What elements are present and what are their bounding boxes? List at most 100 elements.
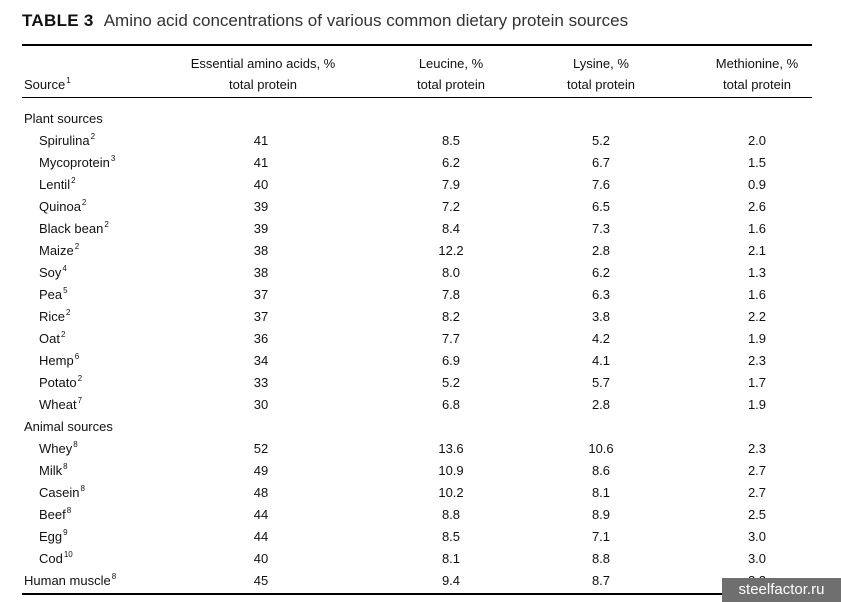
- table-row: Soy4 38 8.0 6.2 1.3: [22, 262, 812, 284]
- leucine-cell: 8.5: [441, 529, 461, 544]
- source-name: Human muscle: [24, 573, 111, 588]
- essential-amino-acids-cell: 39: [253, 221, 269, 236]
- leucine-cell: 7.7: [441, 331, 461, 346]
- source-cell: Quinoa2: [39, 196, 86, 218]
- essential-amino-acids-cell: 52: [253, 441, 269, 456]
- lysine-cell: 8.1: [591, 485, 611, 500]
- source-cell: Soy4: [39, 262, 67, 284]
- essential-amino-acids-cell: 34: [253, 353, 269, 368]
- essential-amino-acids-cell: 36: [253, 331, 269, 346]
- methionine-cell: 2.7: [747, 485, 767, 500]
- essential-amino-acids-cell: 30: [253, 397, 269, 412]
- lysine-cell: 6.7: [591, 155, 611, 170]
- table-row: Spirulina2 41 8.5 5.2 2.0: [22, 130, 812, 152]
- essential-amino-acids-cell: 49: [253, 463, 269, 478]
- footnote-marker: 2: [60, 330, 66, 339]
- essential-amino-acids-cell: 38: [253, 265, 269, 280]
- leucine-cell: 10.2: [438, 485, 464, 500]
- leucine-cell: 7.8: [441, 287, 461, 302]
- methionine-cell: 1.7: [747, 375, 767, 390]
- group-label: Animal sources: [24, 416, 113, 438]
- lysine-cell: 4.2: [591, 331, 611, 346]
- footnote-marker: 8: [73, 440, 78, 449]
- methionine-cell: 1.5: [747, 155, 767, 170]
- lysine-cell: 5.7: [591, 375, 611, 390]
- footnote-marker: 2: [90, 132, 96, 141]
- table-number: TABLE 3: [22, 11, 94, 30]
- table-row: Mycoprotein3 41 6.2 6.7 1.5: [22, 152, 812, 174]
- group-heading-row: Animal sources: [22, 416, 812, 438]
- source-name: Beef: [39, 507, 66, 522]
- leucine-cell: 6.2: [441, 155, 461, 170]
- methionine-cell: 2.3: [747, 353, 767, 368]
- header-lysine: Lysine, % total protein: [567, 56, 635, 92]
- leucine-cell: 12.2: [438, 243, 464, 258]
- lysine-cell: 2.8: [591, 243, 611, 258]
- leucine-cell: 6.8: [441, 397, 461, 412]
- source-name: Hemp: [39, 353, 74, 368]
- source-cell: Lentil2: [39, 174, 76, 196]
- table-row: Egg9 44 8.5 7.1 3.0: [22, 526, 812, 548]
- methionine-cell: 1.9: [747, 397, 767, 412]
- source-cell: Black bean2: [39, 218, 109, 240]
- table-row: Potato2 33 5.2 5.7 1.7: [22, 372, 812, 394]
- table-row: Lentil2 40 7.9 7.6 0.9: [22, 174, 812, 196]
- table-row: Whey8 52 13.6 10.6 2.3: [22, 438, 812, 460]
- source-cell: Pea5: [39, 284, 68, 306]
- source-cell: Hemp6: [39, 350, 79, 372]
- group-heading-row: Plant sources: [22, 108, 812, 130]
- lysine-cell: 10.6: [588, 441, 614, 456]
- leucine-cell: 10.9: [438, 463, 464, 478]
- footnote-marker: 8: [66, 506, 72, 515]
- lysine-cell: 3.8: [591, 309, 611, 324]
- footnote-marker: 8: [111, 572, 117, 581]
- lysine-cell: 7.1: [591, 529, 611, 544]
- source-name: Wheat: [39, 397, 77, 412]
- source-name: Soy: [39, 265, 62, 280]
- table-row: Cod10 40 8.1 8.8 3.0: [22, 548, 812, 570]
- methionine-cell: 2.5: [747, 507, 767, 522]
- source-name: Black bean: [39, 221, 104, 236]
- footnote-marker: 2: [81, 198, 87, 207]
- essential-amino-acids-cell: 40: [253, 177, 269, 192]
- lysine-cell: 8.7: [591, 573, 611, 588]
- table-row: Maize2 38 12.2 2.8 2.1: [22, 240, 812, 262]
- footnote-marker: 10: [63, 550, 73, 559]
- top-rule: [22, 44, 812, 46]
- methionine-cell: 2.3: [747, 441, 767, 456]
- lysine-cell: 4.1: [591, 353, 611, 368]
- header-essential-amino-acids: Essential amino acids, % total protein: [190, 56, 336, 92]
- essential-amino-acids-cell: 41: [253, 133, 269, 148]
- methionine-cell: 2.0: [747, 133, 767, 148]
- source-cell: Wheat7: [39, 394, 82, 416]
- essential-amino-acids-cell: 40: [253, 551, 269, 566]
- table-row: Oat2 36 7.7 4.2 1.9: [22, 328, 812, 350]
- leucine-cell: 8.5: [441, 133, 461, 148]
- table-row: Milk8 49 10.9 8.6 2.7: [22, 460, 812, 482]
- methionine-cell: 1.9: [747, 331, 767, 346]
- lysine-cell: 7.3: [591, 221, 611, 236]
- lysine-cell: 5.2: [591, 133, 611, 148]
- bottom-rule: [22, 593, 812, 595]
- source-name: Cod: [39, 551, 63, 566]
- source-name: Quinoa: [39, 199, 81, 214]
- essential-amino-acids-cell: 44: [253, 529, 269, 544]
- leucine-cell: 13.6: [438, 441, 464, 456]
- leucine-cell: 8.0: [441, 265, 461, 280]
- table-row: Casein8 48 10.2 8.1 2.7: [22, 482, 812, 504]
- source-cell: Rice2: [39, 306, 70, 328]
- source-cell: Mycoprotein3: [39, 152, 115, 174]
- footnote-marker: 8: [80, 484, 85, 493]
- methionine-cell: 2.6: [747, 199, 767, 214]
- table-row: Pea5 37 7.8 6.3 1.6: [22, 284, 812, 306]
- source-name: Spirulina: [39, 133, 90, 148]
- footnote-marker: 2: [71, 176, 76, 185]
- source-cell: Potato2: [39, 372, 82, 394]
- footnote-marker: 8: [63, 462, 68, 471]
- table-row: Rice2 37 8.2 3.8 2.2: [22, 306, 812, 328]
- source-cell: Egg9: [39, 526, 68, 548]
- leucine-cell: 8.1: [441, 551, 461, 566]
- lysine-cell: 6.2: [591, 265, 611, 280]
- source-name: Rice: [39, 309, 66, 324]
